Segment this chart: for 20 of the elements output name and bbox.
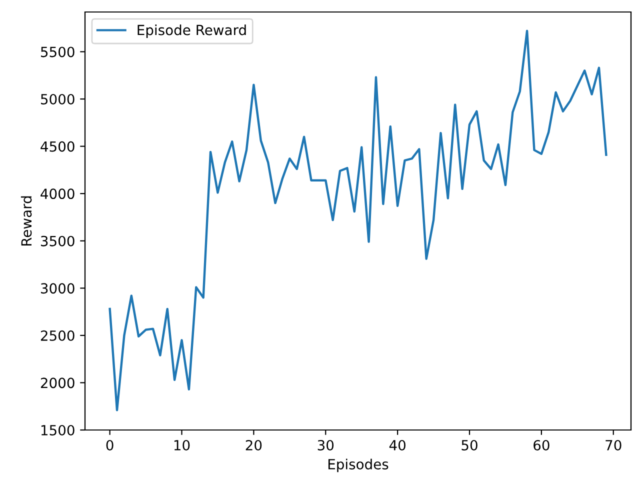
x-tick-label: 40 (389, 440, 406, 450)
x-tick-label: 30 (318, 440, 334, 450)
x-tick-label: 50 (462, 440, 478, 450)
y-tick-label: 3000 (40, 283, 74, 294)
y-tick-label: 4500 (40, 141, 74, 152)
y-tick-label: 5000 (41, 94, 74, 104)
y-tick-label: 5500 (41, 46, 74, 58)
y-tick-label: 4000 (40, 188, 74, 200)
x-tick-label: 0 (106, 440, 114, 450)
y-tick-label: 1500 (41, 424, 74, 436)
x-tick-label: 20 (246, 440, 262, 450)
x-tick-label: 70 (606, 440, 622, 450)
x-tick-label: 60 (534, 440, 550, 450)
legend-label: Episode Reward (138, 24, 246, 38)
y-axis-title: Reward (20, 196, 32, 246)
y-tick-label: 2500 (40, 330, 74, 341)
x-axis-title: Episodes (328, 458, 388, 472)
y-tick-label: 3500 (40, 236, 74, 246)
x-tick-label: 10 (174, 440, 190, 450)
y-tick-label: 2000 (40, 378, 74, 388)
